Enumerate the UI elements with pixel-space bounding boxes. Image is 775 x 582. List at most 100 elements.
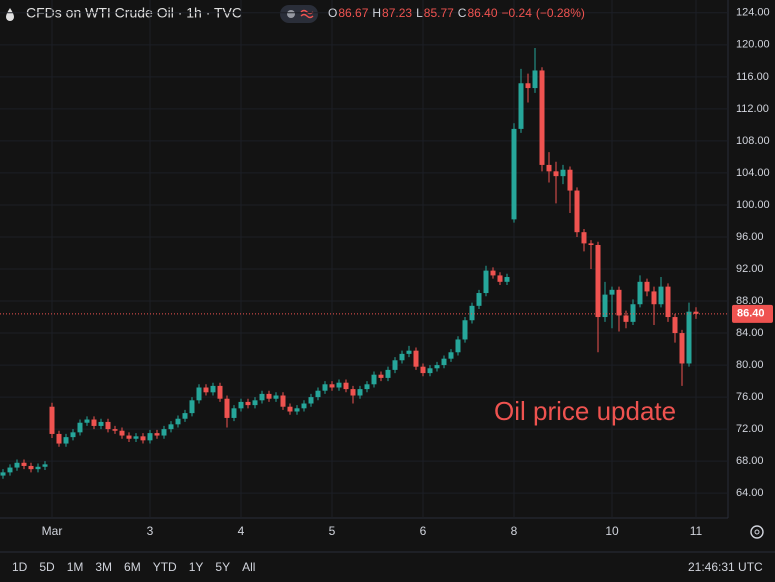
x-tick-label: 10 xyxy=(605,524,619,538)
candle-body xyxy=(77,422,83,433)
y-tick-label: 124.00 xyxy=(736,7,770,19)
ohlc-value: 87.23 xyxy=(382,6,412,20)
range-button[interactable]: 6M xyxy=(124,560,141,574)
candle-body xyxy=(581,232,587,244)
gear-hub xyxy=(754,529,760,535)
candle-body xyxy=(399,353,405,361)
ohlc-letter: O xyxy=(328,6,337,20)
candle-body xyxy=(224,398,230,418)
ohlc-value: 85.77 xyxy=(424,6,454,20)
candle-body xyxy=(252,400,258,406)
candle-body xyxy=(112,429,118,431)
range-button[interactable]: 1M xyxy=(67,560,84,574)
candle-body xyxy=(42,464,48,467)
candle-body xyxy=(637,281,643,305)
candle-body xyxy=(658,286,664,305)
candle-body xyxy=(413,350,419,367)
candle-body xyxy=(476,293,482,306)
candle-body xyxy=(28,465,34,470)
candle-body xyxy=(294,408,300,412)
range-button[interactable]: 3M xyxy=(95,560,112,574)
candle-body xyxy=(161,429,167,436)
candle-body xyxy=(0,472,6,476)
last-price-label: 86.40 xyxy=(737,308,765,320)
ohlc-letter: L xyxy=(416,6,423,20)
ohlc-value: 86.40 xyxy=(467,6,497,20)
candle-body xyxy=(182,413,188,419)
candle-body xyxy=(280,395,286,407)
candle-body xyxy=(511,128,517,220)
candle-body xyxy=(245,401,251,406)
candle-body xyxy=(105,421,111,430)
annotation: Oil price update xyxy=(494,396,676,426)
candle-body xyxy=(133,436,139,439)
candle-body xyxy=(140,436,146,441)
gear-ring xyxy=(750,525,764,539)
x-tick-label: 11 xyxy=(690,524,703,538)
candle-body xyxy=(266,393,272,399)
y-tick-label: 84.00 xyxy=(736,327,764,339)
candle-body xyxy=(602,294,608,318)
candle-body xyxy=(119,430,125,436)
y-tick-label: 116.00 xyxy=(736,71,769,83)
y-tick-label: 100.00 xyxy=(736,199,770,211)
candle-body xyxy=(392,360,398,370)
candle-body xyxy=(7,467,13,473)
candle-body xyxy=(595,244,601,318)
candle-body xyxy=(357,389,363,396)
y-tick-label: 92.00 xyxy=(736,263,764,275)
range-button[interactable]: 5Y xyxy=(215,560,230,574)
candle-body xyxy=(238,401,244,409)
indicator-badge[interactable] xyxy=(280,5,318,23)
x-tick-label: 8 xyxy=(511,524,518,538)
y-tick-label: 96.00 xyxy=(736,231,764,243)
y-tick-label: 112.00 xyxy=(736,103,769,115)
y-tick-label: 88.00 xyxy=(736,295,764,307)
y-tick-label: 64.00 xyxy=(736,487,764,499)
candle-body xyxy=(308,397,314,404)
candle-body xyxy=(336,382,342,388)
candle-body xyxy=(21,462,27,466)
candle-body xyxy=(539,70,545,165)
range-button[interactable]: 1Y xyxy=(189,560,204,574)
candle-body xyxy=(175,418,181,425)
range-button[interactable]: All xyxy=(242,560,255,574)
candle-body xyxy=(434,365,440,369)
x-tick-label: 3 xyxy=(147,524,154,538)
candle-body xyxy=(126,435,132,439)
candle-body xyxy=(455,339,461,353)
candle-body xyxy=(483,270,489,294)
range-button[interactable]: 5D xyxy=(39,560,55,574)
range-button[interactable]: 1D xyxy=(12,560,28,574)
last-price-box xyxy=(732,304,773,323)
candle-body xyxy=(672,317,678,334)
candle-body xyxy=(154,433,160,436)
candle-body xyxy=(525,83,531,89)
candle-body xyxy=(231,408,237,418)
candle-body xyxy=(693,311,699,314)
candle-body xyxy=(616,289,622,316)
candle-body xyxy=(147,433,153,441)
x-tick-label: 5 xyxy=(329,524,336,538)
candle-body xyxy=(609,289,615,295)
candle-body xyxy=(287,406,293,412)
drop-icon xyxy=(6,8,14,21)
candle-body xyxy=(203,387,209,393)
candle-body xyxy=(364,384,370,390)
x-tick-label: 6 xyxy=(420,524,427,538)
candle-body xyxy=(189,400,195,414)
candle-body xyxy=(567,169,573,191)
candle-body xyxy=(679,333,685,364)
range-button[interactable]: YTD xyxy=(153,560,177,574)
ohlc-letter: C xyxy=(458,6,467,20)
y-tick-label: 72.00 xyxy=(736,423,764,435)
candle-body xyxy=(378,374,384,378)
ohlc-value: 86.67 xyxy=(338,6,368,20)
candle-body xyxy=(504,277,510,282)
candle-body xyxy=(588,243,594,245)
candle-body xyxy=(329,384,335,388)
candle-body xyxy=(427,368,433,374)
settings-icon[interactable] xyxy=(750,525,764,539)
candle-body xyxy=(343,382,349,390)
